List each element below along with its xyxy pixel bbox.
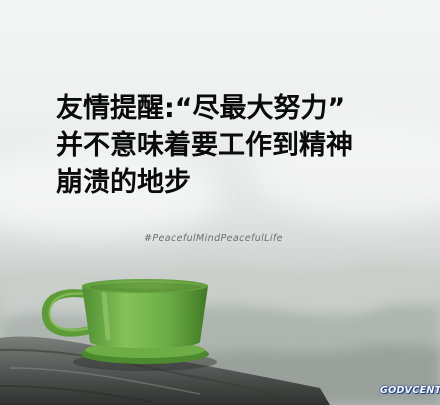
fog-wisp bbox=[0, 150, 220, 240]
quote-line-2: 并不意味着要工作到精神 bbox=[56, 130, 353, 161]
cup-on-log-illustration bbox=[0, 279, 330, 405]
hashtag-watermark: #PeacefulMindPeacefulLife bbox=[144, 233, 283, 244]
quote-line-1: 友情提醒:“尽最大努力” bbox=[56, 93, 346, 124]
quote-line-3: 崩溃的地步 bbox=[56, 167, 191, 198]
green-cup bbox=[82, 286, 208, 348]
quote-headline: 友情提醒:“尽最大努力” 并不意味着要工作到精神 崩溃的地步 bbox=[56, 90, 436, 201]
brand-logo: GODVCENT bbox=[380, 385, 440, 396]
fog-wisp bbox=[250, 120, 440, 220]
cup-handle bbox=[41, 289, 94, 337]
